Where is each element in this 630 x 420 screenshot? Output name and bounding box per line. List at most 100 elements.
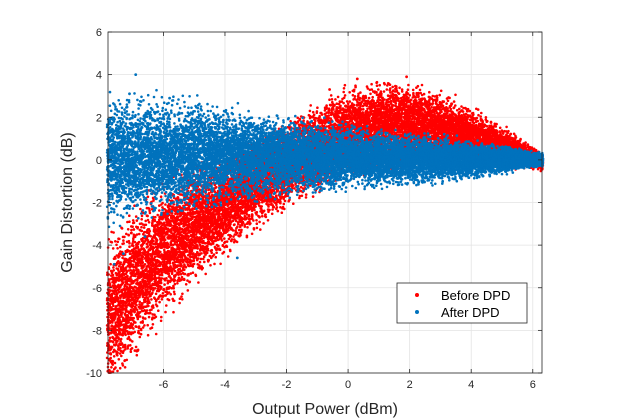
- data-point: [119, 367, 122, 370]
- data-point: [180, 295, 183, 298]
- data-point: [240, 229, 243, 232]
- data-point: [111, 346, 114, 349]
- data-point: [193, 198, 196, 201]
- data-point: [112, 269, 115, 272]
- data-point: [163, 229, 166, 232]
- data-point: [255, 211, 258, 214]
- data-point: [140, 283, 143, 286]
- data-point: [142, 269, 145, 272]
- data-point: [134, 321, 137, 324]
- data-point: [144, 220, 147, 223]
- data-point: [132, 270, 135, 273]
- data-point: [130, 260, 133, 263]
- data-point: [132, 317, 135, 320]
- data-point: [154, 253, 157, 256]
- data-point: [203, 261, 206, 264]
- data-point: [112, 305, 115, 308]
- data-point: [114, 362, 117, 365]
- data-point: [200, 258, 203, 261]
- data-point: [114, 281, 117, 284]
- data-point: [128, 245, 131, 248]
- data-point: [191, 250, 194, 253]
- data-point: [124, 308, 127, 311]
- data-point: [138, 294, 141, 297]
- data-point: [141, 230, 144, 233]
- data-point: [185, 283, 188, 286]
- data-point: [215, 186, 218, 189]
- data-point: [132, 280, 135, 283]
- data-point: [129, 344, 132, 347]
- data-point: [139, 290, 142, 293]
- data-point: [133, 228, 136, 231]
- data-point: [128, 300, 131, 303]
- data-point: [130, 322, 133, 325]
- data-point: [124, 348, 127, 351]
- data-point: [253, 208, 256, 211]
- data-point: [141, 243, 144, 246]
- data-point: [141, 309, 144, 312]
- data-point: [135, 245, 138, 248]
- data-point: [176, 282, 179, 285]
- data-point: [115, 341, 118, 344]
- data-point: [148, 210, 151, 213]
- data-point: [230, 235, 233, 238]
- data-point: [230, 240, 233, 243]
- data-point: [112, 247, 115, 250]
- data-point: [156, 290, 159, 293]
- data-point: [119, 340, 122, 343]
- data-point: [156, 248, 159, 251]
- data-point: [193, 235, 196, 238]
- data-point: [109, 263, 112, 266]
- data-point: [235, 227, 238, 230]
- data-point: [255, 219, 258, 222]
- data-point: [178, 280, 181, 283]
- data-point: [207, 259, 210, 262]
- data-point: [148, 282, 151, 285]
- data-point: [152, 289, 155, 292]
- data-point: [229, 250, 232, 253]
- data-point: [132, 238, 135, 241]
- data-point: [163, 222, 166, 225]
- data-point: [132, 251, 135, 254]
- data-point: [202, 206, 205, 209]
- data-point: [213, 220, 216, 223]
- data-point: [108, 319, 111, 322]
- data-point: [255, 222, 258, 225]
- data-point: [146, 324, 149, 327]
- data-point: [145, 231, 148, 234]
- data-point: [121, 227, 124, 230]
- data-point: [172, 287, 175, 290]
- data-point: [226, 240, 229, 243]
- data-point: [109, 303, 112, 306]
- data-point: [157, 309, 160, 312]
- data-point: [163, 283, 166, 286]
- data-point: [116, 370, 119, 373]
- data-point: [232, 204, 235, 207]
- data-point: [221, 213, 224, 216]
- data-point: [214, 216, 217, 219]
- data-point: [167, 250, 170, 253]
- data-point: [177, 256, 180, 259]
- data-point: [185, 249, 188, 252]
- data-point: [177, 264, 180, 267]
- data-point: [200, 252, 203, 255]
- data-point: [180, 264, 183, 267]
- data-point: [183, 253, 186, 256]
- data-point: [178, 234, 181, 237]
- data-point: [124, 273, 127, 276]
- data-point: [186, 244, 189, 247]
- data-point: [233, 199, 236, 202]
- data-point: [144, 317, 147, 320]
- data-point: [213, 253, 216, 256]
- data-point: [223, 237, 226, 240]
- data-point: [117, 256, 120, 259]
- data-point: [189, 211, 192, 214]
- data-point: [147, 334, 150, 337]
- data-point: [109, 337, 112, 340]
- data-point: [210, 252, 213, 255]
- data-point: [188, 281, 191, 284]
- data-point: [126, 359, 129, 362]
- data-point: [152, 306, 155, 309]
- data-point: [115, 351, 118, 354]
- data-point: [164, 203, 167, 206]
